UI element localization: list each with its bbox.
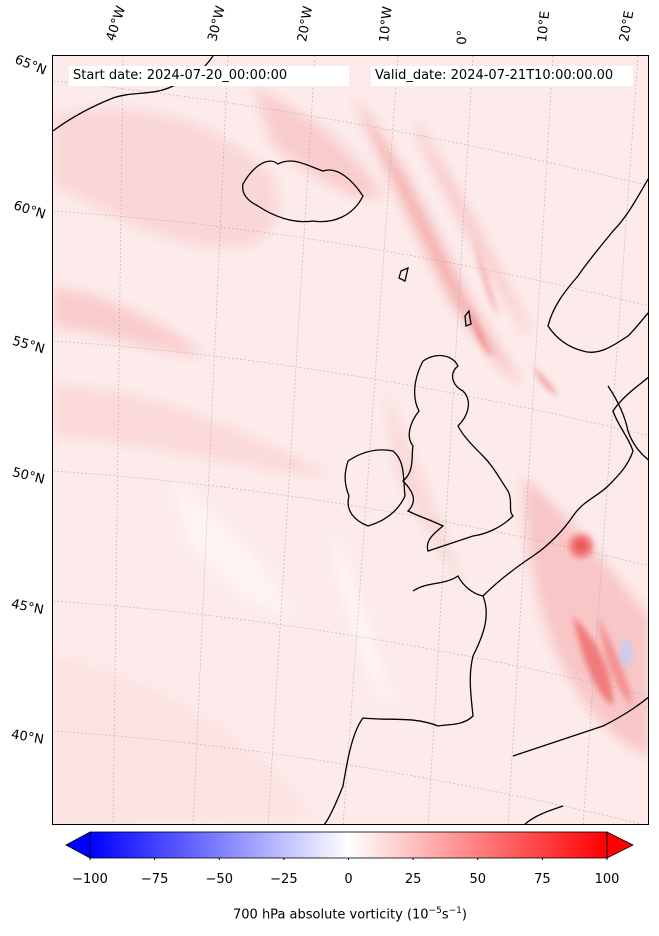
start-date-label: Start date: 2024-07-20_00:00:00 xyxy=(69,66,349,86)
lon-label-0: 0° xyxy=(455,29,471,45)
lon-label-20w: 20°W xyxy=(295,5,317,44)
north-africa-coast xyxy=(524,805,564,824)
valid-date-text: Valid_date: 2024-07-21T10:00:00.00 xyxy=(375,68,614,83)
colorbar-tick-label: −50 xyxy=(205,872,233,887)
colorbar-label-exp1: −5 xyxy=(428,906,442,916)
lon-label-30w: 30°W xyxy=(205,4,229,44)
scotland-england-coast xyxy=(402,354,514,552)
valid-date-label: Valid_date: 2024-07-21T10:00:00.00 xyxy=(371,66,633,86)
lat-label-50n: 50°N xyxy=(10,465,47,488)
colorbar-label-exp2: −1 xyxy=(448,906,462,916)
norway-coast xyxy=(547,178,648,353)
mediterranean-coast xyxy=(512,696,648,757)
lat-label-40n: 40°N xyxy=(9,727,45,748)
lat-label-65n: 65°N xyxy=(12,52,49,79)
lon-label-10w: 10°W xyxy=(377,5,396,43)
colorbar-gradient xyxy=(89,831,608,859)
colorbar-tick-label: 25 xyxy=(404,872,422,887)
lat-label-55n: 55°N xyxy=(10,333,47,358)
colorbar-tick-label: −25 xyxy=(270,872,298,887)
ireland-coast xyxy=(344,449,406,527)
vorticity-hotspots xyxy=(468,236,633,706)
faroe-islands xyxy=(398,266,409,282)
continent-coast xyxy=(482,376,648,597)
colorbar-tick-label: −100 xyxy=(72,872,108,887)
colorbar-label-end: ) xyxy=(461,907,467,923)
lon-label-40w: 40°W xyxy=(103,4,130,43)
colorbar-tick-label: 100 xyxy=(594,872,620,887)
colorbar-min-extend xyxy=(65,831,91,859)
colorbar-label-main: 700 hPa absolute vorticity (10 xyxy=(233,907,429,923)
lon-label-20e: 20°E xyxy=(617,9,638,43)
graticule xyxy=(53,56,648,824)
colorbar xyxy=(65,831,634,860)
lat-label-45n: 45°N xyxy=(9,596,45,619)
iberia-coast xyxy=(323,717,439,824)
coastlines xyxy=(53,56,648,824)
map-panel: Start date: 2024-07-20_00:00:00 Valid_da… xyxy=(52,55,649,825)
lat-label-60n: 60°N xyxy=(11,198,48,223)
scandinavia-inner xyxy=(607,385,648,461)
colorbar-max-extend xyxy=(606,831,634,859)
colorbar-tick-label: 0 xyxy=(344,872,353,887)
start-date-text: Start date: 2024-07-20_00:00:00 xyxy=(73,68,288,83)
colorbar-tick-label: 75 xyxy=(534,872,551,887)
vorticity-field xyxy=(53,56,648,824)
lon-label-10e: 10°E xyxy=(535,10,554,44)
iceland-coast xyxy=(242,160,364,223)
shetland-islands xyxy=(464,309,472,327)
colorbar-tick-label: 50 xyxy=(469,872,487,887)
colorbar-tick-label: −75 xyxy=(140,872,169,887)
colorbar-ticks xyxy=(89,858,608,860)
colorbar-label: 700 hPa absolute vorticity (10−5s−1) xyxy=(0,906,659,922)
colorbar-label-mid: s xyxy=(441,907,449,923)
vorticity-map xyxy=(53,56,648,824)
france-coast xyxy=(412,575,487,727)
